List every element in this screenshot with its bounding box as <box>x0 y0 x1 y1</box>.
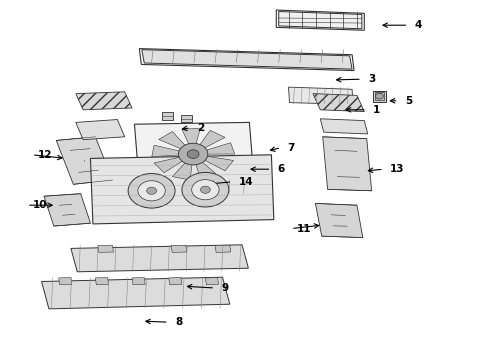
Polygon shape <box>278 12 361 29</box>
Text: 11: 11 <box>297 224 311 234</box>
Polygon shape <box>132 278 145 285</box>
Polygon shape <box>206 143 234 154</box>
Text: 12: 12 <box>38 150 53 160</box>
Polygon shape <box>95 278 108 285</box>
Polygon shape <box>134 122 254 185</box>
Polygon shape <box>162 112 173 120</box>
Polygon shape <box>56 137 112 184</box>
Polygon shape <box>195 162 217 180</box>
Text: 6: 6 <box>277 164 285 174</box>
Polygon shape <box>41 277 229 309</box>
Circle shape <box>138 181 165 201</box>
Text: 3: 3 <box>367 74 375 84</box>
Circle shape <box>178 143 207 165</box>
Text: 13: 13 <box>389 164 404 174</box>
Text: 4: 4 <box>414 20 421 30</box>
Text: 2: 2 <box>197 123 204 133</box>
Polygon shape <box>59 278 72 285</box>
Polygon shape <box>199 130 224 148</box>
Text: 10: 10 <box>33 200 48 210</box>
Polygon shape <box>204 156 233 171</box>
Circle shape <box>375 93 383 99</box>
Polygon shape <box>44 194 90 226</box>
Polygon shape <box>171 245 186 252</box>
Text: 14: 14 <box>238 177 253 187</box>
Circle shape <box>146 187 156 194</box>
Polygon shape <box>142 50 351 69</box>
Polygon shape <box>372 91 386 102</box>
Polygon shape <box>205 278 218 285</box>
Text: 8: 8 <box>175 317 182 327</box>
Polygon shape <box>76 92 132 110</box>
Polygon shape <box>322 137 371 191</box>
Polygon shape <box>182 129 200 145</box>
Polygon shape <box>159 131 185 149</box>
Polygon shape <box>374 92 384 100</box>
Circle shape <box>182 172 228 207</box>
Circle shape <box>128 174 175 208</box>
Polygon shape <box>312 94 364 112</box>
Text: 5: 5 <box>404 96 411 106</box>
Polygon shape <box>134 179 249 194</box>
Polygon shape <box>215 245 230 252</box>
Polygon shape <box>288 87 352 104</box>
Circle shape <box>191 180 219 200</box>
Text: 9: 9 <box>221 283 228 293</box>
Text: 7: 7 <box>287 143 294 153</box>
Polygon shape <box>315 203 362 238</box>
Circle shape <box>187 150 199 158</box>
Circle shape <box>200 186 210 193</box>
Polygon shape <box>90 155 273 224</box>
Polygon shape <box>98 245 113 252</box>
Polygon shape <box>181 115 191 122</box>
Polygon shape <box>168 278 182 285</box>
Polygon shape <box>151 145 179 157</box>
Polygon shape <box>172 162 192 180</box>
Polygon shape <box>154 157 183 173</box>
Polygon shape <box>320 119 367 134</box>
Polygon shape <box>71 245 248 272</box>
Text: 1: 1 <box>372 105 380 115</box>
Polygon shape <box>76 120 124 140</box>
